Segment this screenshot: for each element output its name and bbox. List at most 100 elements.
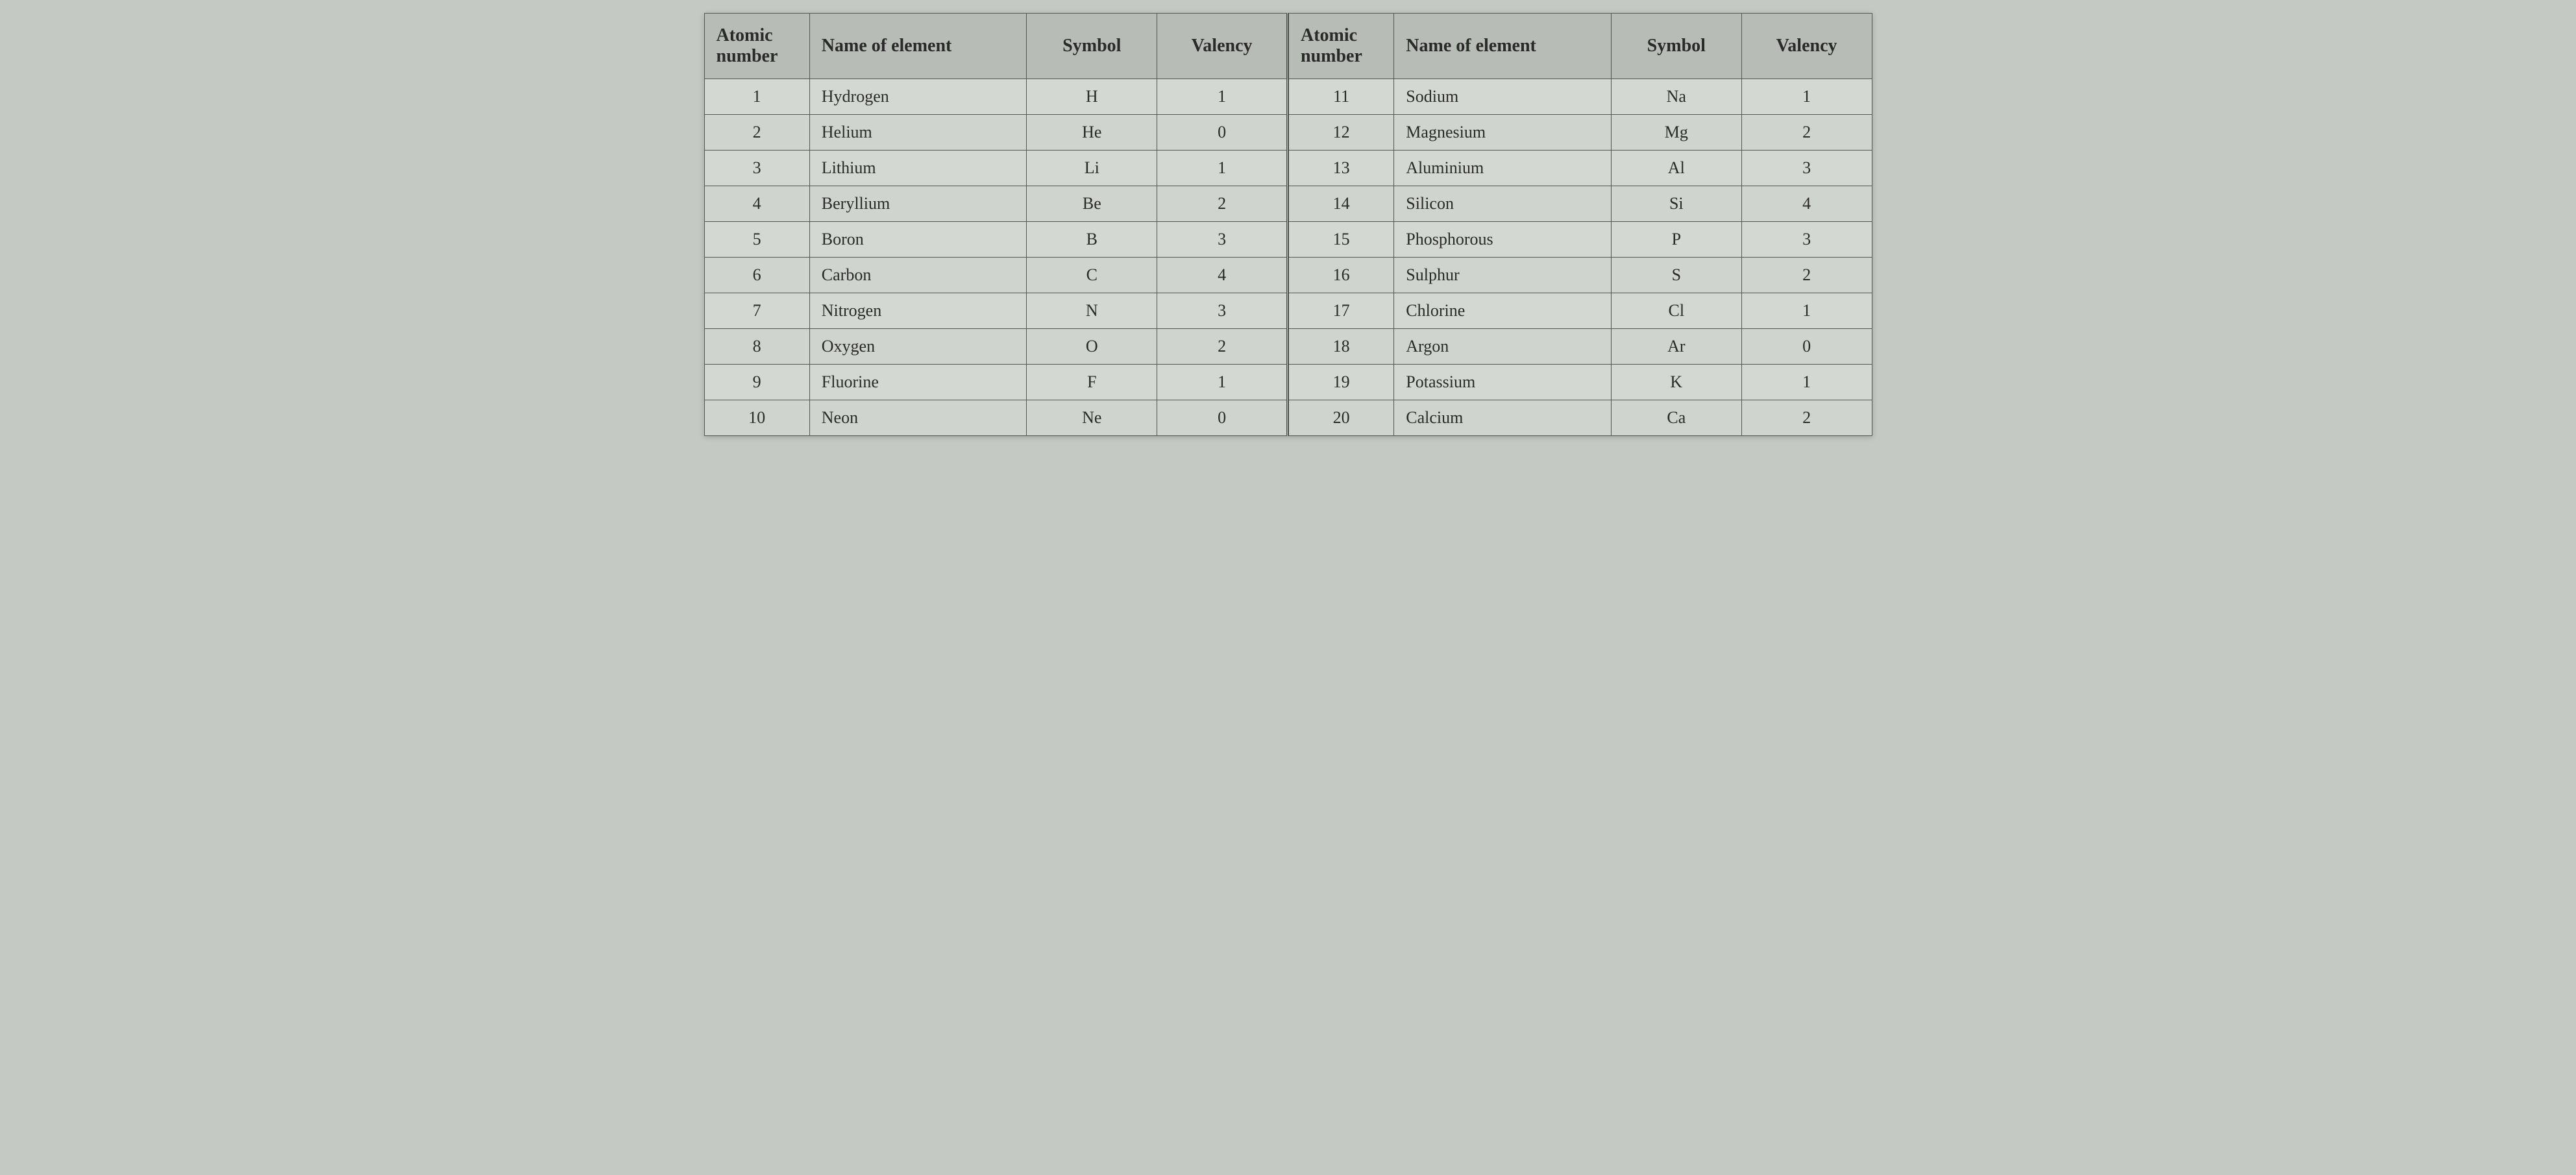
cell-atomic-number: 10 [704,400,809,436]
table-row: 16SulphurS2 [1289,258,1872,293]
cell-valency: 1 [1741,79,1872,115]
cell-atomic-number: 17 [1289,293,1394,329]
table-row: 5BoronB3 [704,222,1288,258]
table-row: 14SiliconSi4 [1289,186,1872,222]
cell-valency: 1 [1157,365,1288,400]
cell-element-name: Beryllium [809,186,1027,222]
cell-valency: 2 [1157,186,1288,222]
header-element-name: Name of element [1394,14,1612,79]
cell-element-name: Lithium [809,151,1027,186]
cell-element-name: Hydrogen [809,79,1027,115]
cell-element-name: Fluorine [809,365,1027,400]
header-element-name: Name of element [809,14,1027,79]
header-atomic-number: Atomic number [704,14,809,79]
cell-symbol: C [1027,258,1157,293]
cell-atomic-number: 5 [704,222,809,258]
table-header-row: Atomic number Name of element Symbol Val… [1289,14,1872,79]
cell-symbol: S [1611,258,1741,293]
cell-valency: 3 [1157,293,1288,329]
table-row: 20CalciumCa2 [1289,400,1872,436]
header-atomic-number: Atomic number [1289,14,1394,79]
cell-valency: 1 [1157,151,1288,186]
cell-atomic-number: 15 [1289,222,1394,258]
header-valency: Valency [1157,14,1288,79]
cell-valency: 3 [1741,151,1872,186]
cell-symbol: Ar [1611,329,1741,365]
cell-element-name: Neon [809,400,1027,436]
cell-element-name: Helium [809,115,1027,151]
cell-atomic-number: 20 [1289,400,1394,436]
cell-atomic-number: 7 [704,293,809,329]
cell-symbol: Na [1611,79,1741,115]
table-row: 8OxygenO2 [704,329,1288,365]
table-row: 3LithiumLi1 [704,151,1288,186]
cell-element-name: Silicon [1394,186,1612,222]
cell-atomic-number: 9 [704,365,809,400]
cell-atomic-number: 6 [704,258,809,293]
cell-element-name: Boron [809,222,1027,258]
cell-atomic-number: 13 [1289,151,1394,186]
table-row: 7NitrogenN3 [704,293,1288,329]
cell-atomic-number: 14 [1289,186,1394,222]
cell-element-name: Magnesium [1394,115,1612,151]
table-row: 4BerylliumBe2 [704,186,1288,222]
table-row: 11SodiumNa1 [1289,79,1872,115]
table-header-row: Atomic number Name of element Symbol Val… [704,14,1288,79]
table-row: 10NeonNe0 [704,400,1288,436]
cell-valency: 2 [1741,400,1872,436]
table-row: 12MagnesiumMg2 [1289,115,1872,151]
table-row: 15PhosphorousP3 [1289,222,1872,258]
table-row: 6CarbonC4 [704,258,1288,293]
cell-element-name: Calcium [1394,400,1612,436]
cell-element-name: Oxygen [809,329,1027,365]
cell-atomic-number: 16 [1289,258,1394,293]
header-symbol: Symbol [1027,14,1157,79]
cell-element-name: Nitrogen [809,293,1027,329]
table-row: 18ArgonAr0 [1289,329,1872,365]
cell-valency: 1 [1741,365,1872,400]
cell-symbol: Si [1611,186,1741,222]
cell-element-name: Carbon [809,258,1027,293]
cell-element-name: Potassium [1394,365,1612,400]
cell-symbol: Be [1027,186,1157,222]
cell-symbol: Ca [1611,400,1741,436]
table-row: 19PotassiumK1 [1289,365,1872,400]
cell-symbol: Ne [1027,400,1157,436]
cell-valency: 2 [1741,115,1872,151]
cell-symbol: K [1611,365,1741,400]
elements-table-left: Atomic number Name of element Symbol Val… [704,13,1289,436]
cell-element-name: Aluminium [1394,151,1612,186]
cell-symbol: N [1027,293,1157,329]
table-row: 13AluminiumAl3 [1289,151,1872,186]
cell-atomic-number: 11 [1289,79,1394,115]
cell-atomic-number: 2 [704,115,809,151]
cell-element-name: Phosphorous [1394,222,1612,258]
cell-symbol: Cl [1611,293,1741,329]
elements-table-right: Atomic number Name of element Symbol Val… [1288,13,1872,436]
cell-valency: 1 [1157,79,1288,115]
cell-valency: 2 [1157,329,1288,365]
table-row: 2HeliumHe0 [704,115,1288,151]
cell-symbol: H [1027,79,1157,115]
cell-valency: 1 [1741,293,1872,329]
cell-valency: 0 [1741,329,1872,365]
elements-table-container: Atomic number Name of element Symbol Val… [704,13,1872,436]
cell-symbol: O [1027,329,1157,365]
cell-symbol: B [1027,222,1157,258]
cell-atomic-number: 19 [1289,365,1394,400]
cell-valency: 2 [1741,258,1872,293]
cell-atomic-number: 1 [704,79,809,115]
cell-valency: 3 [1157,222,1288,258]
cell-symbol: He [1027,115,1157,151]
table-row: 17ChlorineCl1 [1289,293,1872,329]
cell-atomic-number: 18 [1289,329,1394,365]
cell-valency: 0 [1157,400,1288,436]
header-valency: Valency [1741,14,1872,79]
cell-atomic-number: 4 [704,186,809,222]
cell-valency: 0 [1157,115,1288,151]
cell-symbol: Al [1611,151,1741,186]
cell-element-name: Argon [1394,329,1612,365]
table-row: 9FluorineF1 [704,365,1288,400]
cell-element-name: Sulphur [1394,258,1612,293]
cell-atomic-number: 8 [704,329,809,365]
